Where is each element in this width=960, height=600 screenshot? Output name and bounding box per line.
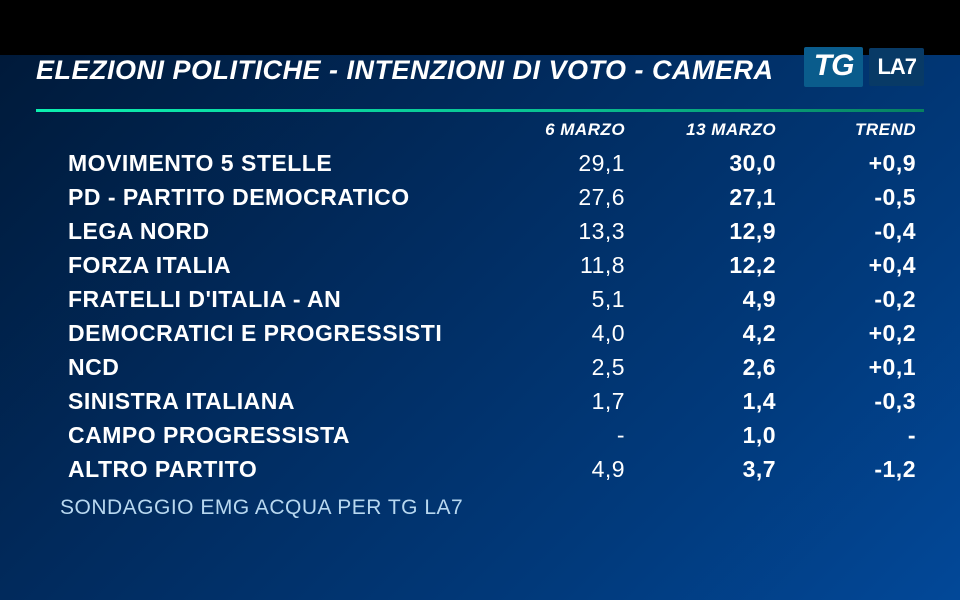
- party-name: LEGA NORD: [60, 214, 493, 248]
- table-row: SINISTRA ITALIANA1,71,4-0,3: [60, 384, 924, 418]
- value-date2: 4,9: [633, 282, 784, 316]
- value-trend: +0,9: [784, 146, 924, 180]
- value-date2: 12,9: [633, 214, 784, 248]
- table-row: LEGA NORD13,312,9-0,4: [60, 214, 924, 248]
- value-date1: 11,8: [493, 248, 633, 282]
- table-row: ALTRO PARTITO4,93,7-1,2: [60, 452, 924, 486]
- value-trend: -0,5: [784, 180, 924, 214]
- party-name: FRATELLI D'ITALIA - AN: [60, 282, 493, 316]
- value-date2: 27,1: [633, 180, 784, 214]
- table-row: FORZA ITALIA11,812,2+0,4: [60, 248, 924, 282]
- value-date2: 30,0: [633, 146, 784, 180]
- table-row: FRATELLI D'ITALIA - AN5,14,9-0,2: [60, 282, 924, 316]
- source-footer: SONDAGGIO EMG ACQUA PER TG LA7: [60, 496, 924, 520]
- value-trend: -: [784, 418, 924, 452]
- value-date1: 13,3: [493, 214, 633, 248]
- value-trend: +0,1: [784, 350, 924, 384]
- value-date2: 4,2: [633, 316, 784, 350]
- broadcast-slide: ELEZIONI POLITICHE - INTENZIONI DI VOTO …: [0, 55, 960, 600]
- value-date2: 3,7: [633, 452, 784, 486]
- party-name: CAMPO PROGRESSISTA: [60, 418, 493, 452]
- party-name: MOVIMENTO 5 STELLE: [60, 146, 493, 180]
- table-row: DEMOCRATICI E PROGRESSISTI4,04,2+0,2: [60, 316, 924, 350]
- value-trend: -0,4: [784, 214, 924, 248]
- value-trend: +0,4: [784, 248, 924, 282]
- party-name: PD - PARTITO DEMOCRATICO: [60, 180, 493, 214]
- value-date1: 4,0: [493, 316, 633, 350]
- value-date1: -: [493, 418, 633, 452]
- party-name: NCD: [60, 350, 493, 384]
- logo-group: TG LA7: [804, 47, 924, 87]
- value-trend: -0,3: [784, 384, 924, 418]
- value-date1: 29,1: [493, 146, 633, 180]
- header-bar: ELEZIONI POLITICHE - INTENZIONI DI VOTO …: [36, 55, 924, 105]
- table-row: CAMPO PROGRESSISTA-1,0-: [60, 418, 924, 452]
- table-body: MOVIMENTO 5 STELLE29,130,0+0,9PD - PARTI…: [60, 146, 924, 486]
- party-name: SINISTRA ITALIANA: [60, 384, 493, 418]
- value-trend: +0,2: [784, 316, 924, 350]
- slide-title: ELEZIONI POLITICHE - INTENZIONI DI VOTO …: [36, 55, 774, 85]
- value-date1: 2,5: [493, 350, 633, 384]
- value-trend: -1,2: [784, 452, 924, 486]
- col-header-trend: TREND: [784, 116, 924, 146]
- table-row: MOVIMENTO 5 STELLE29,130,0+0,9: [60, 146, 924, 180]
- poll-table: 6 MARZO 13 MARZO TREND MOVIMENTO 5 STELL…: [60, 116, 924, 486]
- value-date2: 1,0: [633, 418, 784, 452]
- la7-logo-badge: LA7: [869, 48, 924, 86]
- party-name: FORZA ITALIA: [60, 248, 493, 282]
- col-header-date1: 6 MARZO: [493, 116, 633, 146]
- value-date2: 2,6: [633, 350, 784, 384]
- value-date2: 1,4: [633, 384, 784, 418]
- value-date1: 27,6: [493, 180, 633, 214]
- value-date1: 1,7: [493, 384, 633, 418]
- title-underline: [36, 109, 924, 112]
- poll-table-wrap: 6 MARZO 13 MARZO TREND MOVIMENTO 5 STELL…: [60, 116, 924, 486]
- value-date2: 12,2: [633, 248, 784, 282]
- col-header-party: [60, 116, 493, 146]
- tg-logo-badge: TG: [804, 47, 864, 87]
- col-header-date2: 13 MARZO: [633, 116, 784, 146]
- value-trend: -0,2: [784, 282, 924, 316]
- table-row: NCD2,52,6+0,1: [60, 350, 924, 384]
- value-date1: 4,9: [493, 452, 633, 486]
- party-name: DEMOCRATICI E PROGRESSISTI: [60, 316, 493, 350]
- table-header-row: 6 MARZO 13 MARZO TREND: [60, 116, 924, 146]
- table-row: PD - PARTITO DEMOCRATICO27,627,1-0,5: [60, 180, 924, 214]
- value-date1: 5,1: [493, 282, 633, 316]
- party-name: ALTRO PARTITO: [60, 452, 493, 486]
